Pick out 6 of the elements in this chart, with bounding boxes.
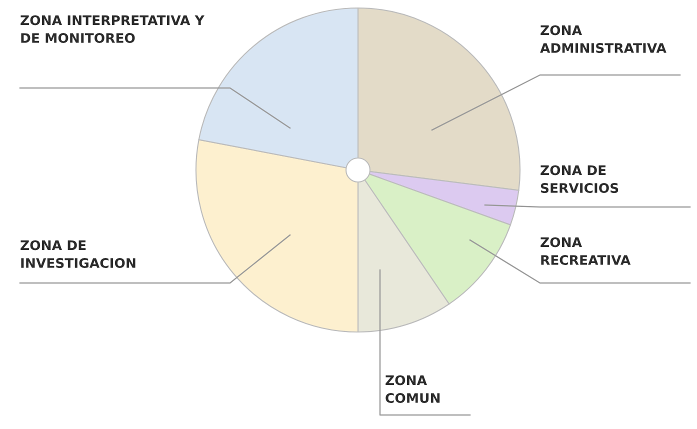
slice-label: ZONA INTERPRETATIVA Y DE MONITOREO (20, 15, 204, 43)
slice-label: ZONA DE INVESTIGACION (20, 240, 136, 268)
slice-label: ZONA COMUN (386, 375, 440, 403)
slice-label: ZONA RECREATIVA (540, 237, 631, 265)
slice-label: ZONA DE SERVICIOS (540, 165, 618, 193)
slice-label: ZONA ADMINISTRATIVA (540, 25, 666, 53)
